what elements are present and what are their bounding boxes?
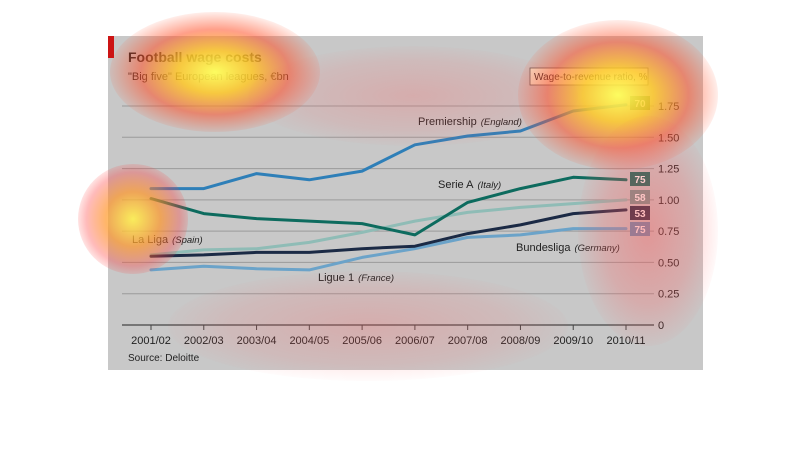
y-tick-label: 0.75 bbox=[658, 226, 679, 238]
x-tick-label: 2009/10 bbox=[553, 335, 593, 347]
y-tick-label: 0.25 bbox=[658, 289, 679, 301]
y-tick-label: 0.50 bbox=[658, 257, 679, 269]
red-accent-bar bbox=[108, 36, 114, 58]
y-tick-label: 0 bbox=[658, 320, 664, 332]
series-name: La Liga bbox=[132, 234, 169, 246]
series-country: (Italy) bbox=[477, 180, 501, 191]
series-line-la-liga bbox=[149, 198, 628, 257]
series-country: (France) bbox=[358, 273, 394, 284]
ratio-badge-value: 75 bbox=[634, 175, 646, 186]
chart-subtitle: "Big five" European leagues, €bn bbox=[128, 71, 289, 83]
ratio-badge-value: 75 bbox=[634, 225, 646, 236]
source-note: Source: Deloitte bbox=[128, 353, 200, 364]
x-tick-label: 2001/02 bbox=[131, 335, 171, 347]
ratio-badge bbox=[630, 172, 650, 186]
x-tick-label: 2006/07 bbox=[395, 335, 435, 347]
wage-costs-chart: Football wage costs "Big five" European … bbox=[108, 36, 703, 370]
chart-title: Football wage costs bbox=[128, 49, 262, 65]
y-tick-label: 1.50 bbox=[658, 132, 679, 144]
series-label: Ligue 1 (France) bbox=[318, 272, 394, 284]
ratio-badge-value: 58 bbox=[634, 193, 646, 204]
x-tick-label: 2003/04 bbox=[237, 335, 277, 347]
series-label: La Liga (Spain) bbox=[132, 234, 203, 246]
x-tick-label: 2007/08 bbox=[448, 335, 488, 347]
series-label: Bundesliga (Germany) bbox=[516, 242, 620, 254]
ratio-badge bbox=[630, 206, 650, 220]
series-label: Serie A (Italy) bbox=[438, 179, 501, 191]
ratio-badge bbox=[630, 222, 650, 236]
series-country: (Germany) bbox=[574, 243, 619, 254]
x-tick-label: 2005/06 bbox=[342, 335, 382, 347]
y-tick-label: 1.75 bbox=[658, 101, 679, 113]
chart-figure: Football wage costs "Big five" European … bbox=[78, 12, 718, 381]
series-name: Ligue 1 bbox=[318, 272, 354, 284]
y-tick-label: 1.00 bbox=[658, 195, 679, 207]
x-tick-label: 2004/05 bbox=[289, 335, 329, 347]
series-line-ligue-1 bbox=[149, 227, 628, 272]
series-country: (England) bbox=[481, 117, 522, 128]
y-tick-label: 1.25 bbox=[658, 164, 679, 176]
series-name: Premiership bbox=[418, 116, 477, 128]
x-tick-label: 2002/03 bbox=[184, 335, 224, 347]
series-name: Bundesliga bbox=[516, 242, 571, 254]
x-tick-label: 2008/09 bbox=[501, 335, 541, 347]
ratio-legend-label: Wage-to-revenue ratio, % bbox=[534, 72, 648, 83]
ratio-badge bbox=[630, 190, 650, 204]
ratio-badge-value: 70 bbox=[634, 99, 646, 110]
series-name: Serie A bbox=[438, 179, 474, 191]
series-country: (Spain) bbox=[172, 235, 203, 246]
ratio-badge-value: 53 bbox=[634, 209, 646, 220]
x-tick-label: 2010/11 bbox=[607, 335, 646, 347]
series-line-serie-a bbox=[149, 175, 628, 237]
series-line-bundesliga bbox=[149, 208, 628, 258]
chart-background bbox=[108, 36, 703, 370]
series-label: Premiership (England) bbox=[418, 116, 522, 128]
